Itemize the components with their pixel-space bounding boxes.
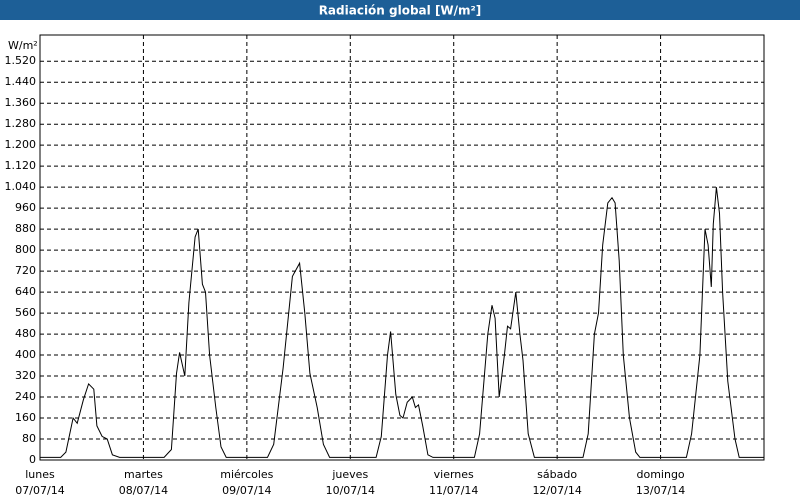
x-tick-date: 07/07/14 — [15, 484, 64, 497]
y-tick-label: 1.120 — [5, 159, 37, 172]
y-tick-label: 960 — [15, 201, 36, 214]
x-tick-date: 08/07/14 — [119, 484, 168, 497]
x-tick-label: viernes — [434, 468, 474, 481]
x-tick-label: jueves — [331, 468, 368, 481]
y-axis-label: W/m² — [8, 39, 38, 52]
chart-title: Radiación global [W/m²] — [319, 4, 482, 18]
x-tick-label: domingo — [636, 468, 684, 481]
y-tick-label: 1.520 — [5, 54, 37, 67]
y-tick-label: 1.440 — [5, 75, 37, 88]
title-bar — [0, 0, 800, 20]
y-tick-label: 800 — [15, 243, 36, 256]
y-tick-label: 240 — [15, 390, 36, 403]
y-tick-label: 720 — [15, 264, 36, 277]
y-tick-label: 480 — [15, 327, 36, 340]
plot-border — [39, 34, 765, 461]
x-tick-label: lunes — [25, 468, 55, 481]
x-tick-date: 13/07/14 — [636, 484, 685, 497]
y-tick-label: 1.360 — [5, 96, 37, 109]
y-tick-label: 1.200 — [5, 138, 37, 151]
x-tick-label: martes — [124, 468, 163, 481]
y-tick-label: 80 — [22, 432, 36, 445]
x-tick-date: 09/07/14 — [222, 484, 271, 497]
y-tick-label: 400 — [15, 348, 36, 361]
y-tick-label: 160 — [15, 411, 36, 424]
y-tick-label: 1.280 — [5, 117, 37, 130]
data-line — [40, 187, 764, 458]
y-tick-label: 640 — [15, 285, 36, 298]
x-tick-date: 10/07/14 — [326, 484, 375, 497]
x-tick-date: 12/07/14 — [532, 484, 581, 497]
x-tick-label: sábado — [537, 468, 577, 481]
y-tick-label: 880 — [15, 222, 36, 235]
y-tick-label: 1.040 — [5, 180, 37, 193]
x-tick-date: 11/07/14 — [429, 484, 478, 497]
y-tick-label: 560 — [15, 306, 36, 319]
x-tick-label: miércoles — [220, 468, 273, 481]
y-tick-label: 0 — [29, 453, 36, 466]
y-tick-label: 320 — [15, 369, 36, 382]
